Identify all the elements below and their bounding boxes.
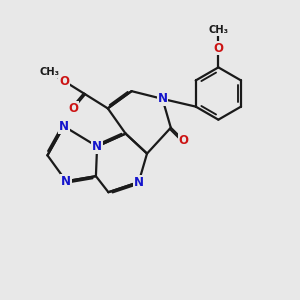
- Text: O: O: [59, 75, 69, 88]
- Text: O: O: [68, 102, 78, 115]
- Text: CH₃: CH₃: [39, 67, 59, 77]
- Text: N: N: [92, 140, 102, 153]
- Text: N: N: [134, 176, 144, 189]
- Text: O: O: [213, 42, 224, 55]
- Text: CH₃: CH₃: [208, 25, 228, 35]
- Text: N: N: [61, 175, 71, 188]
- Text: N: N: [59, 120, 69, 133]
- Text: O: O: [179, 134, 189, 147]
- Text: N: N: [158, 92, 167, 105]
